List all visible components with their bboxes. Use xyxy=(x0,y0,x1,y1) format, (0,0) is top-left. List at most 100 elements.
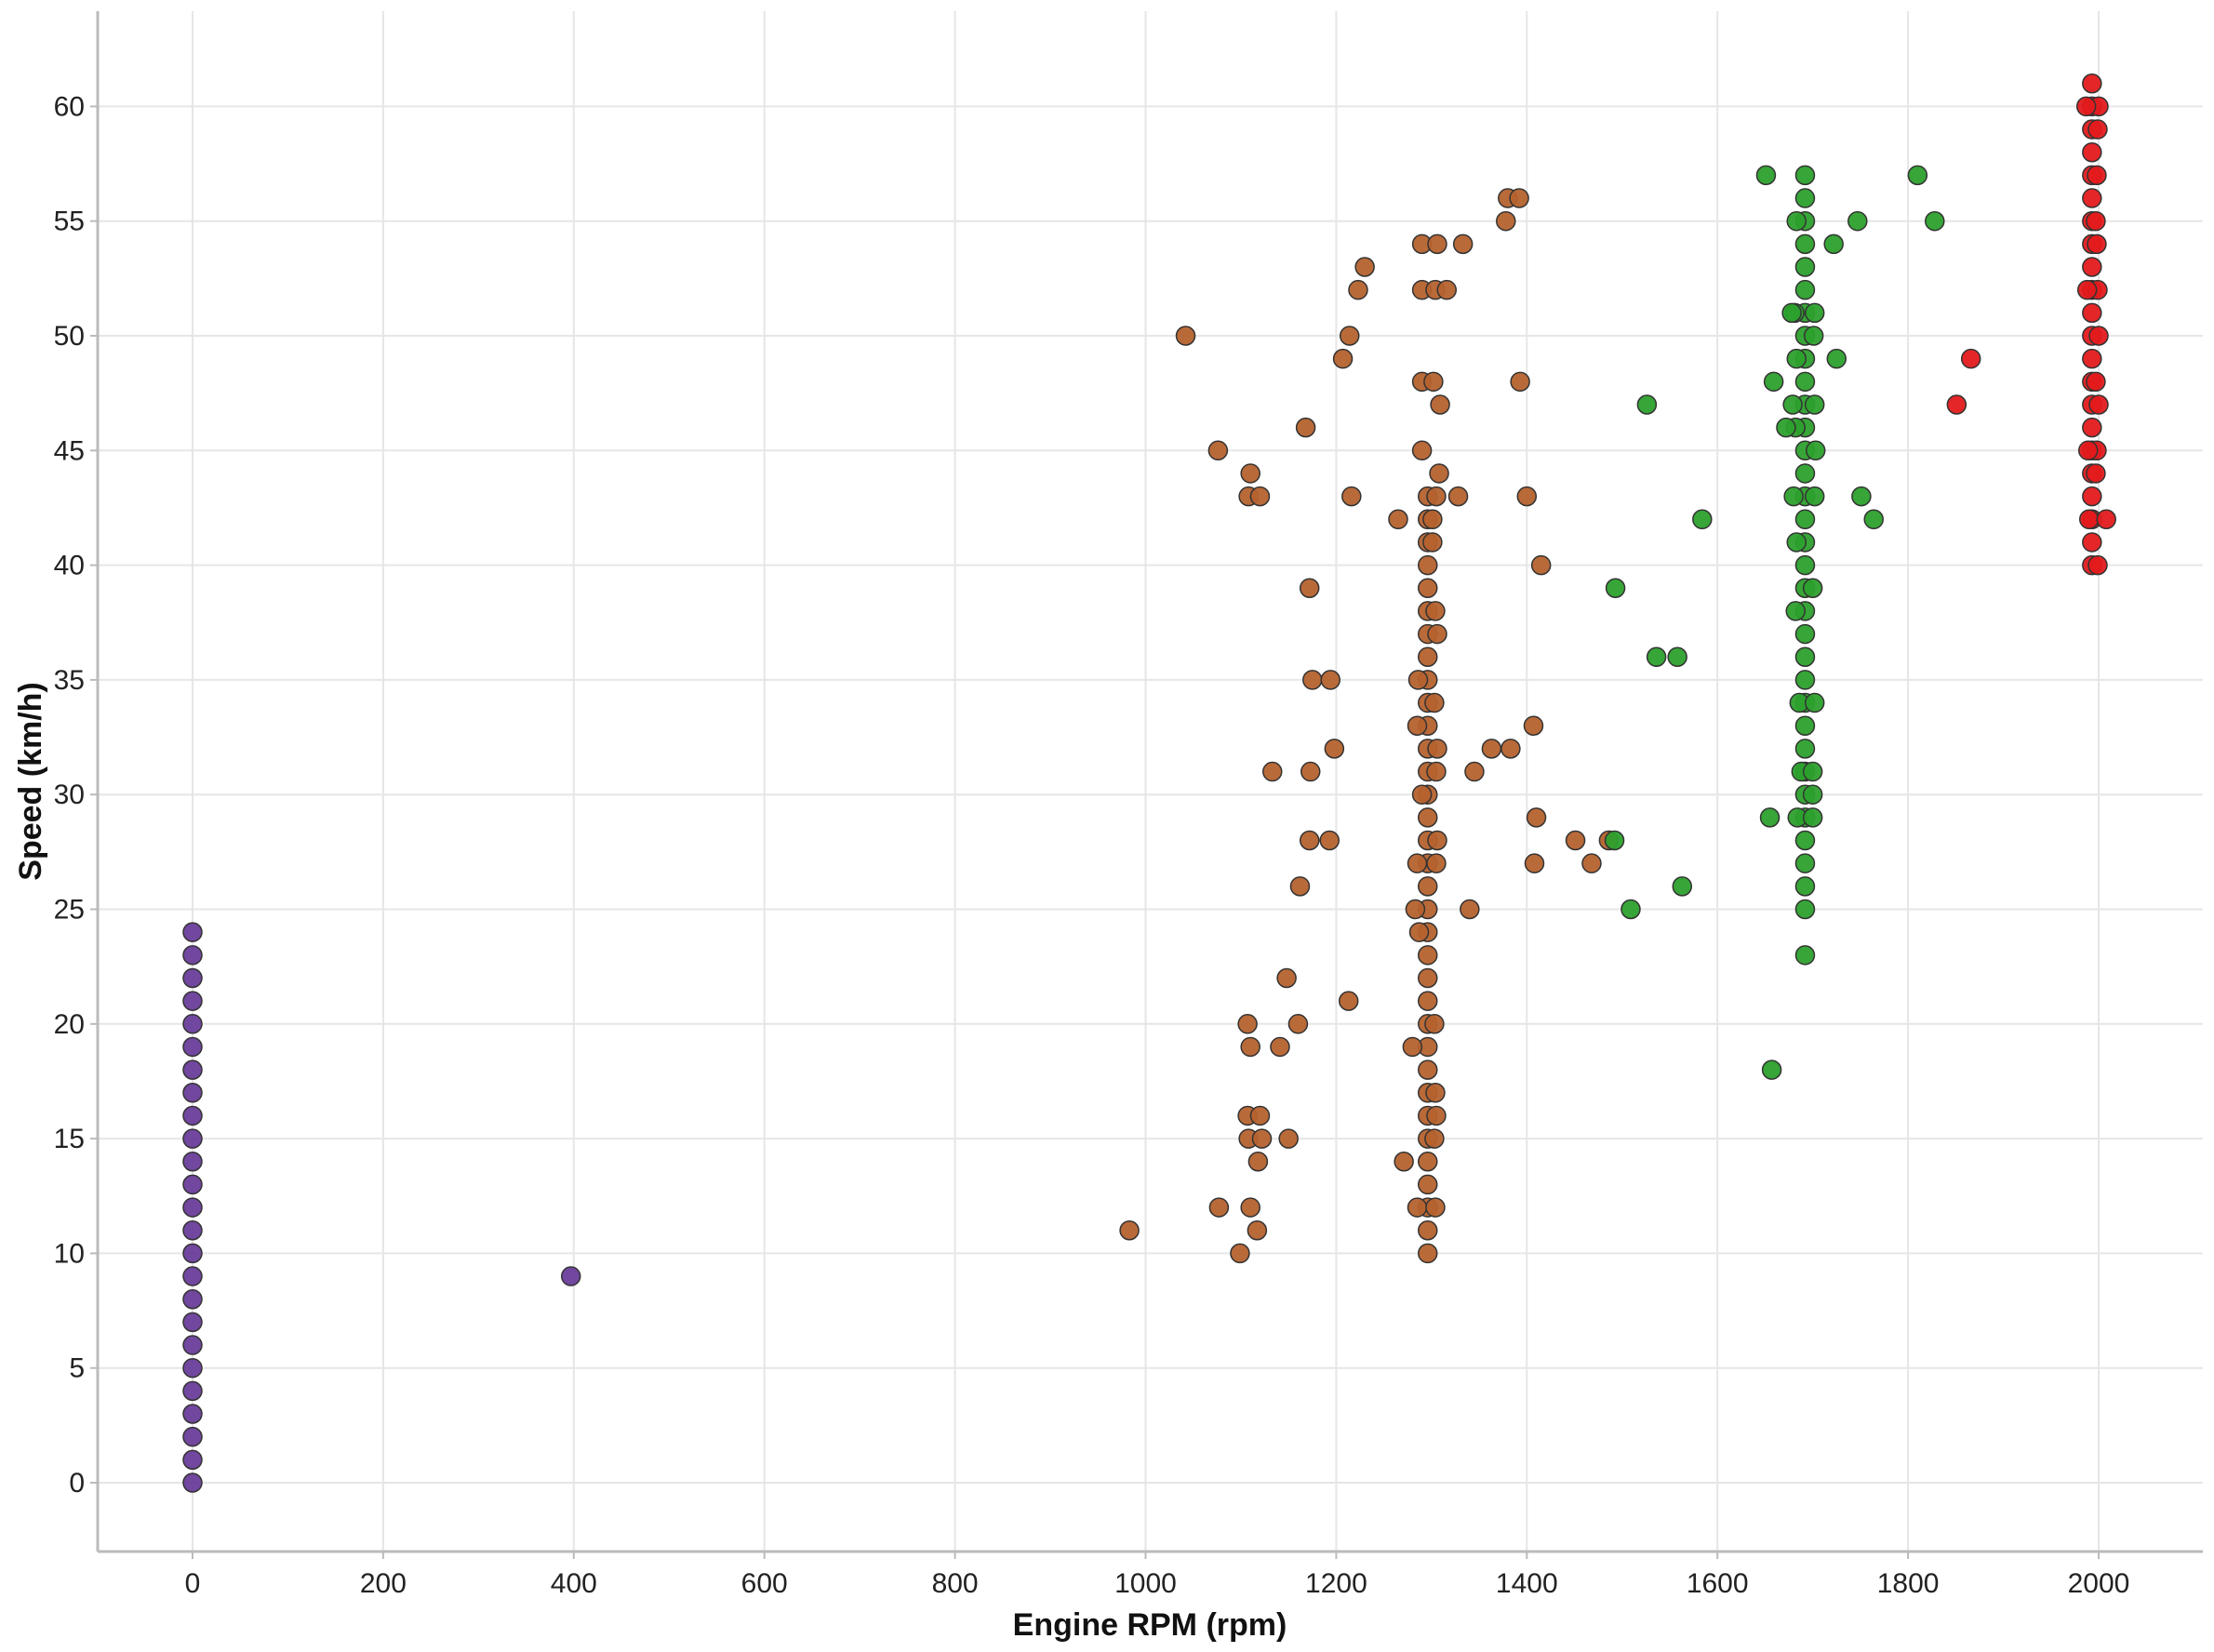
data-point xyxy=(182,1083,203,1103)
data-point xyxy=(2082,73,2102,94)
data-point xyxy=(1510,371,1530,393)
data-point xyxy=(1464,761,1485,782)
data-point xyxy=(1423,371,1444,393)
data-point xyxy=(182,1219,203,1241)
data-point xyxy=(1175,326,1196,346)
data-point xyxy=(1776,417,1796,438)
data-point xyxy=(1278,1128,1299,1149)
data-point xyxy=(1287,1014,1309,1034)
data-point xyxy=(182,1014,203,1034)
data-point xyxy=(1295,417,1316,438)
y-tick-label: 30 xyxy=(54,779,85,810)
data-point xyxy=(1509,188,1529,208)
data-point xyxy=(1354,257,1375,277)
data-point xyxy=(1251,1128,1273,1149)
data-point xyxy=(1794,371,1816,393)
data-point xyxy=(182,1128,203,1149)
data-point xyxy=(2086,371,2106,393)
data-point xyxy=(1803,326,1824,346)
data-point xyxy=(1605,578,1626,599)
data-point xyxy=(1604,830,1625,851)
data-point xyxy=(182,1404,203,1424)
data-point xyxy=(1320,670,1341,690)
data-point xyxy=(1692,509,1713,530)
y-tick-label: 5 xyxy=(69,1353,85,1384)
data-point xyxy=(2082,302,2102,324)
data-point xyxy=(1804,692,1825,713)
data-point xyxy=(2077,440,2099,461)
y-tick-label: 20 xyxy=(54,1009,85,1040)
data-point xyxy=(1761,1059,1782,1080)
data-point xyxy=(182,1472,203,1493)
data-point xyxy=(2087,554,2108,576)
data-point xyxy=(1348,279,1368,300)
data-point xyxy=(1424,1128,1445,1149)
data-point xyxy=(182,1105,203,1126)
data-point xyxy=(1299,578,1320,599)
data-point xyxy=(1794,623,1816,645)
data-point xyxy=(1802,578,1823,599)
data-point xyxy=(1620,899,1641,920)
data-point xyxy=(1524,853,1545,873)
data-point xyxy=(1276,967,1297,989)
x-tick-label: 1000 xyxy=(1114,1568,1177,1599)
data-point xyxy=(2088,394,2109,415)
data-point xyxy=(1388,509,1408,530)
data-point xyxy=(1299,830,1320,851)
data-point xyxy=(1667,646,1687,667)
data-point xyxy=(1786,210,1807,232)
data-point xyxy=(182,1449,203,1471)
data-point xyxy=(1407,670,1429,690)
data-point xyxy=(1422,509,1443,530)
data-point xyxy=(182,1312,203,1333)
data-point xyxy=(182,1152,203,1172)
y-axis-title: Speed (km/h) xyxy=(13,682,48,880)
data-point xyxy=(182,945,203,966)
data-point xyxy=(1249,486,1271,507)
data-point xyxy=(1338,991,1359,1011)
data-point xyxy=(1794,853,1816,873)
points-layer xyxy=(182,73,2116,1493)
data-point xyxy=(1341,486,1362,507)
data-point xyxy=(182,1357,203,1379)
data-point xyxy=(182,967,203,989)
data-point xyxy=(1794,670,1816,690)
data-point xyxy=(1426,853,1447,873)
data-point xyxy=(182,1380,203,1402)
x-tick-label: 1200 xyxy=(1305,1568,1367,1599)
data-point xyxy=(1794,233,1816,255)
data-point xyxy=(1300,761,1321,782)
data-point xyxy=(1407,715,1428,736)
data-point xyxy=(560,1266,581,1286)
y-tick-label: 40 xyxy=(54,551,85,581)
data-point xyxy=(1925,210,1945,232)
data-point xyxy=(1516,486,1538,507)
data-point xyxy=(1424,1014,1445,1034)
data-point xyxy=(1781,302,1802,324)
data-point xyxy=(1804,302,1825,324)
data-point xyxy=(2088,326,2109,346)
data-point xyxy=(2087,233,2107,255)
data-point xyxy=(1422,532,1443,553)
series-low xyxy=(1119,188,1620,1264)
data-point xyxy=(1418,1243,1438,1264)
data-point xyxy=(1447,486,1469,507)
data-point xyxy=(1411,440,1433,461)
data-point xyxy=(1794,830,1816,851)
y-tick-label: 0 xyxy=(69,1468,85,1499)
x-tick-label: 0 xyxy=(185,1568,201,1599)
x-tick-label: 400 xyxy=(551,1568,597,1599)
data-point xyxy=(1783,486,1804,507)
data-point xyxy=(1418,578,1438,599)
data-point xyxy=(2087,119,2108,140)
data-point xyxy=(1324,739,1345,759)
data-point xyxy=(1500,739,1521,759)
data-point xyxy=(1247,1152,1269,1172)
data-point xyxy=(1418,1059,1438,1080)
x-tick-label: 2000 xyxy=(2068,1568,2130,1599)
data-point xyxy=(1907,165,1928,186)
data-point xyxy=(1427,830,1447,851)
data-point xyxy=(1847,210,1868,232)
data-point xyxy=(1794,279,1816,300)
